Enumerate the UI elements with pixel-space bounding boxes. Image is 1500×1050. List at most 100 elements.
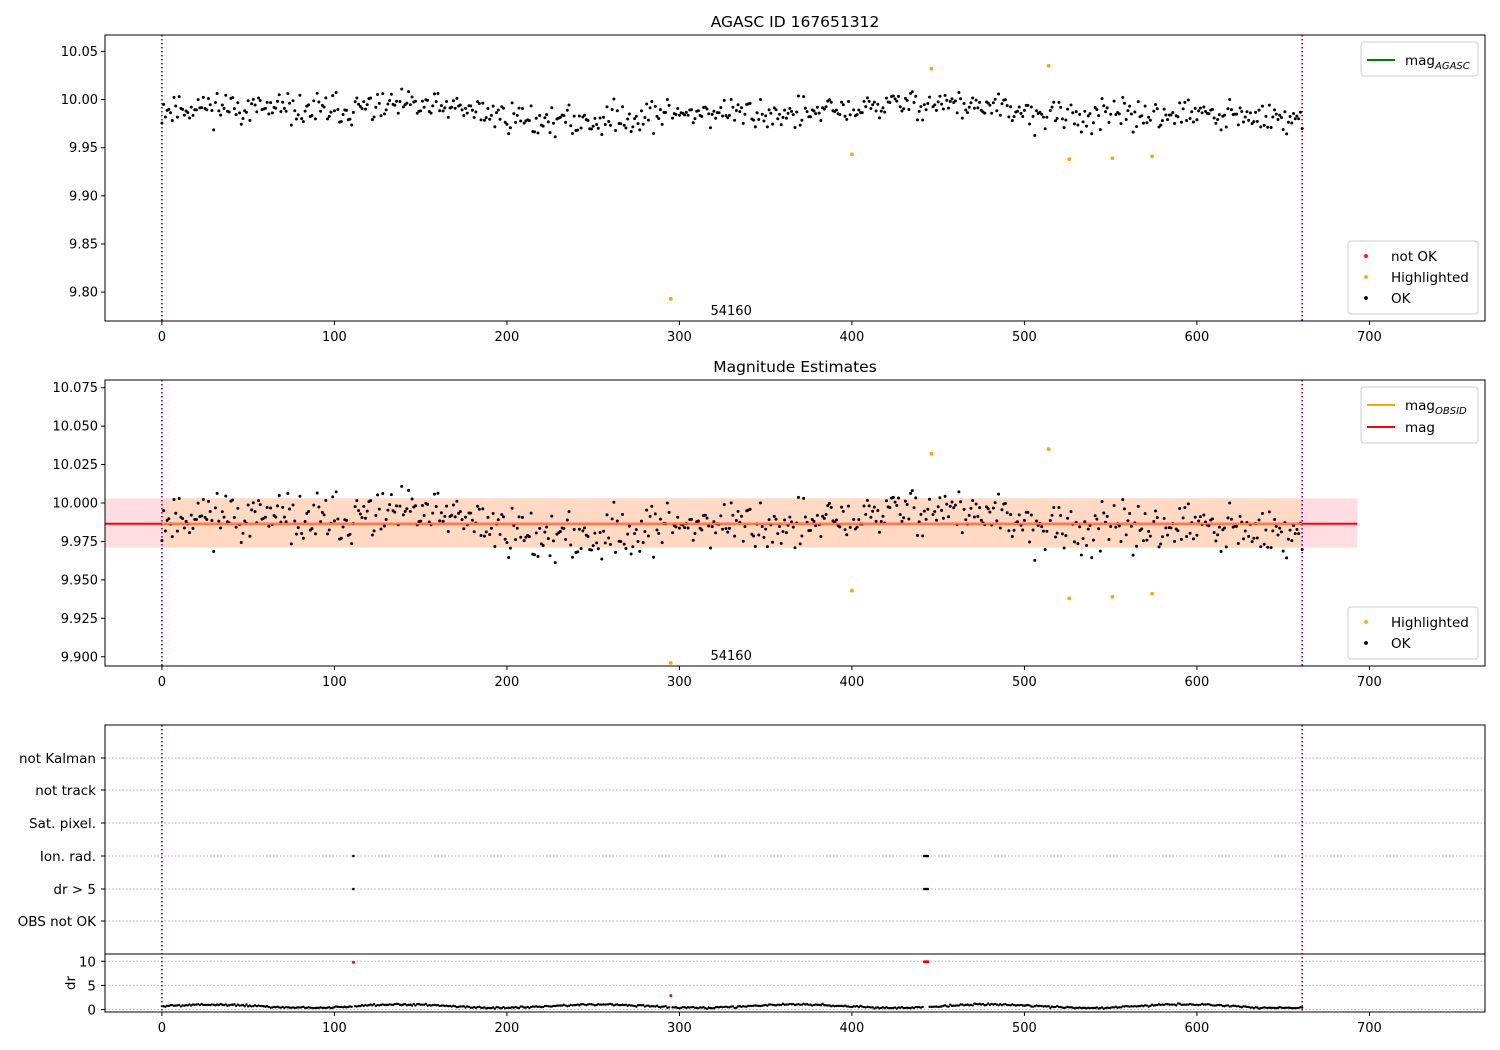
ok-point [1298,110,1302,114]
dr-point [1183,1003,1187,1006]
ok-point [163,529,167,533]
dr-point [202,1003,205,1007]
ok-point [1085,124,1089,128]
ok-point [389,493,393,497]
ok-point [1095,108,1099,112]
ok-point [714,116,718,120]
dr-point [1218,1003,1221,1007]
plot-frame [104,724,1486,1013]
dr-point [888,1006,892,1010]
ok-point [586,535,590,539]
ok-point [451,503,455,507]
ok-point [1297,532,1301,536]
ok-point [565,108,569,112]
ok-point [201,498,205,502]
ok-point [876,102,880,106]
ok-point [479,118,483,122]
ok-point [307,103,311,107]
ok-point [365,509,369,513]
dr-point [174,1004,177,1007]
ok-point [543,116,547,120]
ok-point [1197,109,1201,113]
ok-point [1247,534,1251,538]
dr-point [826,1004,829,1007]
ok-point [1169,526,1173,530]
ok-point [734,519,738,523]
ok-point [1083,109,1087,113]
dr-point [1181,1003,1185,1006]
ok-point [1017,513,1021,517]
ok-point [589,548,593,552]
ok-point [641,122,645,126]
dr-point [188,1003,191,1006]
ok-point [301,120,305,124]
ok-point [177,95,181,99]
ok-point [1109,524,1113,528]
ok-point [215,491,219,495]
ok-point [253,510,257,514]
ok-point [1147,115,1151,119]
ok-point [721,527,725,531]
y-tick-label: 10.00 [61,93,98,108]
dr-point [1168,1003,1171,1006]
x-tick-label: 600 [1185,675,1210,690]
ok-point [351,110,355,114]
x-tick-label: 400 [840,675,865,690]
ok-point [1007,115,1011,119]
ok-point [1217,525,1221,529]
ok-point [783,518,787,522]
dr-point [987,1002,990,1005]
ok-point [1238,514,1242,518]
ok-point [1269,546,1273,550]
ok-point [612,97,616,101]
ok-point [1216,117,1220,121]
ok-point [615,519,619,523]
ok-point [239,541,243,545]
x-tick-label: 200 [495,1021,520,1036]
ok-point [339,536,343,540]
dr-point [486,1006,490,1010]
dr-point [681,1005,685,1009]
ok-point [1252,536,1256,540]
ok-point [503,537,507,541]
ok-point [840,100,844,104]
ok-point [348,117,352,121]
ok-point [915,533,919,537]
dr-point [823,1004,826,1007]
dr-point [921,1005,924,1009]
ok-point [950,500,954,504]
ok-point [324,498,328,502]
ok-point [1126,519,1130,523]
ok-point [1088,112,1092,116]
ok-point [382,112,386,116]
ok-point [843,114,847,118]
ok-point [270,111,274,115]
ok-point [1102,511,1106,515]
dr-point [302,1005,305,1009]
ok-point [812,519,816,523]
ok-point [907,517,911,521]
ok-point [1236,541,1240,545]
ok-point [396,111,400,115]
ok-point [733,118,737,122]
ok-point [1185,118,1189,122]
ok-point [419,519,423,523]
ok-point [1055,116,1059,120]
dr-point [635,1005,638,1008]
ok-point [634,114,638,118]
ok-point [765,545,769,549]
ok-point [869,515,873,519]
ok-point [512,524,516,528]
ok-point [300,117,304,121]
ok-point [170,119,174,123]
ok-point [743,112,747,116]
dr-point [1202,1003,1206,1006]
ok-point [479,534,483,538]
ok-point [1166,533,1170,537]
ok-point [446,530,450,534]
ok-point [776,532,780,536]
ok-point [1160,535,1164,539]
ok-point [703,513,707,517]
dr-point [895,1007,898,1010]
ok-point [1281,128,1285,132]
